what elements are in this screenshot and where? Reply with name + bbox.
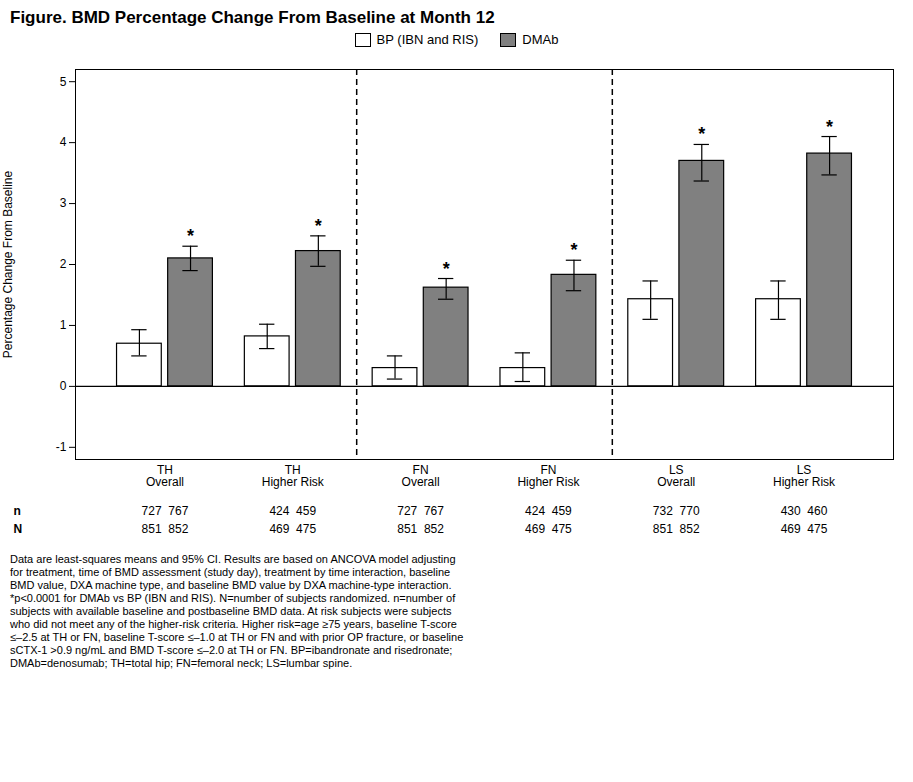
- svg-text:851 852: 851 852: [653, 522, 700, 536]
- svg-text:*: *: [570, 240, 577, 260]
- svg-text:851 852: 851 852: [397, 522, 444, 536]
- svg-text:-1: -1: [56, 440, 67, 454]
- svg-text:732 770: 732 770: [653, 504, 700, 518]
- html-text:DMAb: DMAb: [522, 32, 559, 47]
- svg-text:THHigher Risk: THHigher Risk: [262, 463, 325, 489]
- svg-text:430 460: 430 460: [781, 504, 828, 518]
- html-text:Data are least-squares means a: Data are least-squares means and 95% CI.…: [10, 553, 464, 669]
- svg-text:*: *: [698, 124, 705, 144]
- svg-text:5: 5: [60, 75, 67, 89]
- svg-text:THOverall: THOverall: [146, 463, 184, 489]
- svg-text:*: *: [826, 117, 833, 137]
- svg-text:1: 1: [60, 318, 67, 332]
- svg-text:469 475: 469 475: [525, 522, 572, 536]
- svg-text:424 459: 424 459: [269, 504, 316, 518]
- svg-text:727 767: 727 767: [142, 504, 189, 518]
- svg-text:N: N: [14, 522, 23, 536]
- svg-text:FNHigher Risk: FNHigher Risk: [517, 463, 580, 489]
- svg-text:3: 3: [60, 196, 67, 210]
- svg-text:0: 0: [60, 379, 67, 393]
- svg-text:*: *: [187, 226, 194, 246]
- html-text:BP (IBN and RIS): BP (IBN and RIS): [376, 32, 479, 47]
- svg-text:Percentage Change From Baselin: Percentage Change From Baseline: [1, 170, 15, 358]
- svg-text:LSOverall: LSOverall: [657, 463, 695, 489]
- svg-text:4: 4: [60, 135, 67, 149]
- svg-text:*: *: [443, 259, 450, 279]
- svg-text:FNOverall: FNOverall: [402, 463, 440, 489]
- svg-text:LSHigher Risk: LSHigher Risk: [773, 463, 836, 489]
- svg-text:*: *: [315, 216, 322, 236]
- svg-text:n: n: [14, 504, 21, 518]
- svg-text:2: 2: [60, 257, 67, 271]
- svg-text:727 767: 727 767: [397, 504, 444, 518]
- svg-text:424 459: 424 459: [525, 504, 572, 518]
- svg-text:851 852: 851 852: [142, 522, 189, 536]
- html-text:Figure. BMD Percentage Change: Figure. BMD Percentage Change From Basel…: [10, 8, 495, 27]
- svg-text:469 475: 469 475: [781, 522, 828, 536]
- svg-text:469 475: 469 475: [269, 522, 316, 536]
